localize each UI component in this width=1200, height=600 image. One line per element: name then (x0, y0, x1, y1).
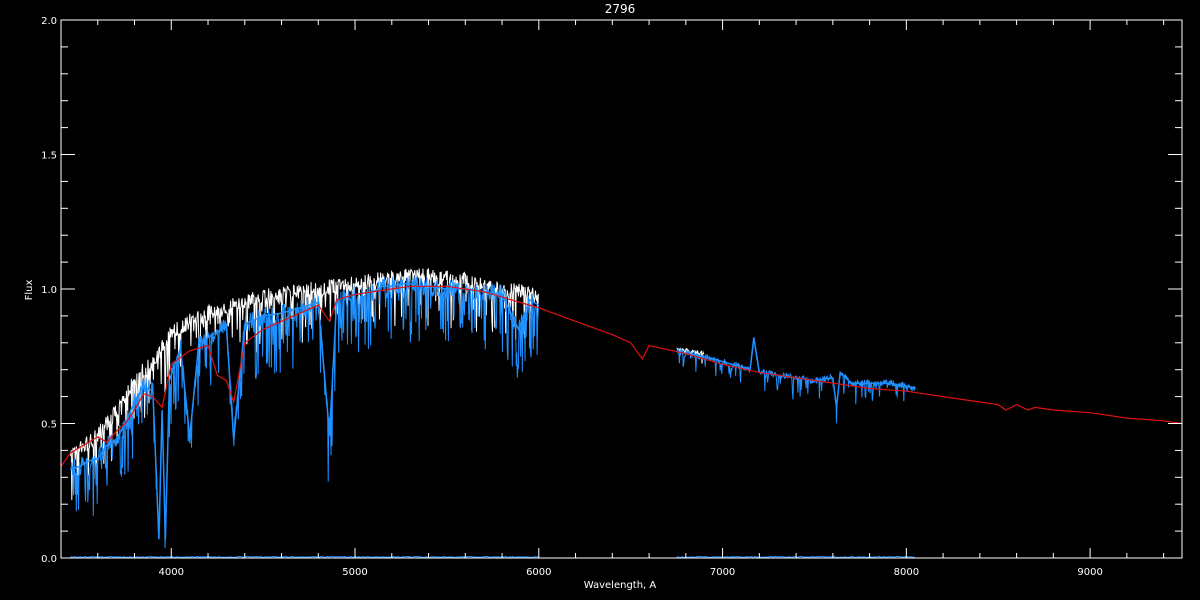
x-tick-label: 9000 (1077, 567, 1102, 578)
y-tick-label: 0.5 (41, 420, 57, 431)
y-tick-label: 1.5 (41, 151, 57, 162)
chart-title: 2796 (605, 2, 636, 16)
y-tick-label: 1.0 (41, 285, 57, 296)
axes-layer: 4000 5000 6000 7000 8000 9000 0.0 0.5 1.0 1.5 2.0 (41, 16, 1183, 578)
observed-envelope-white (69, 268, 539, 501)
y-tick-label: 2.0 (41, 16, 57, 27)
x-tick-label: 4000 (159, 567, 184, 578)
y-tick-label: 0.0 (41, 554, 57, 565)
error-trace-blue (70, 555, 539, 559)
series-layer (60, 268, 1183, 559)
y-axis-label: Flux (24, 280, 35, 301)
x-tick-label: 7000 (710, 567, 735, 578)
x-tick-label: 6000 (526, 567, 551, 578)
x-tick-label: 5000 (342, 567, 367, 578)
x-tick-label: 8000 (894, 567, 919, 578)
model-spectrum-red (60, 285, 1183, 467)
x-axis-label: Wavelength, A (584, 580, 657, 591)
